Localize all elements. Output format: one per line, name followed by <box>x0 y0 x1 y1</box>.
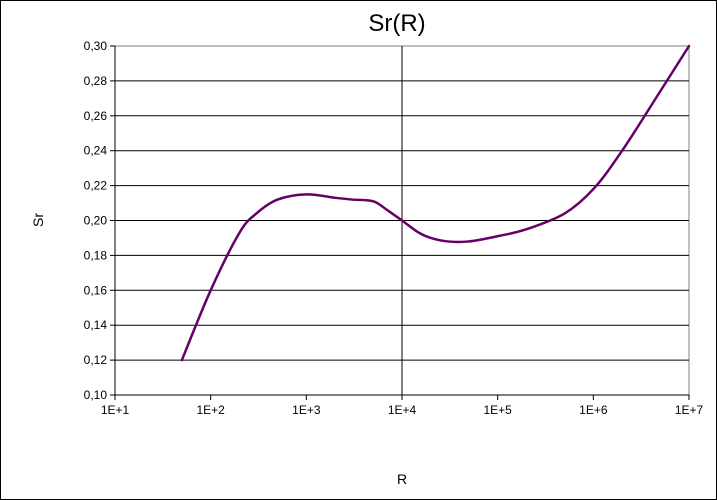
y-tick-label: 0,16 <box>84 283 108 297</box>
tick-labels: 0,10 0,12 0,14 0,16 0,18 0,20 0,22 0,24 0,26 0,28… <box>84 39 704 417</box>
axes <box>110 45 690 400</box>
x-tick-label: 1E+7 <box>675 403 704 417</box>
x-axis-label: R <box>397 471 407 487</box>
y-tick-label: 0,18 <box>84 248 108 262</box>
y-tick-label: 0,10 <box>84 388 108 402</box>
y-tick-label: 0,30 <box>84 39 108 53</box>
y-tick-label: 0,24 <box>84 144 108 158</box>
x-tick-label: 1E+2 <box>196 403 225 417</box>
x-tick-label: 1E+5 <box>483 403 512 417</box>
y-tick-label: 0,26 <box>84 109 108 123</box>
y-tick-label: 0,12 <box>84 353 108 367</box>
y-tick-label: 0,20 <box>84 214 108 228</box>
series-line <box>180 44 691 362</box>
y-tick-label: 0,22 <box>84 179 108 193</box>
x-tick-label: 1E+1 <box>101 403 130 417</box>
series <box>180 44 691 362</box>
y-tick-label: 0,14 <box>84 318 108 332</box>
x-tick-label: 1E+3 <box>292 403 321 417</box>
y-axis-label: Sr <box>30 213 46 227</box>
x-tick-label: 1E+4 <box>388 403 417 417</box>
x-tick-label: 1E+6 <box>579 403 608 417</box>
y-tick-label: 0,28 <box>84 74 108 88</box>
chart-title: Sr(R) <box>368 10 425 37</box>
